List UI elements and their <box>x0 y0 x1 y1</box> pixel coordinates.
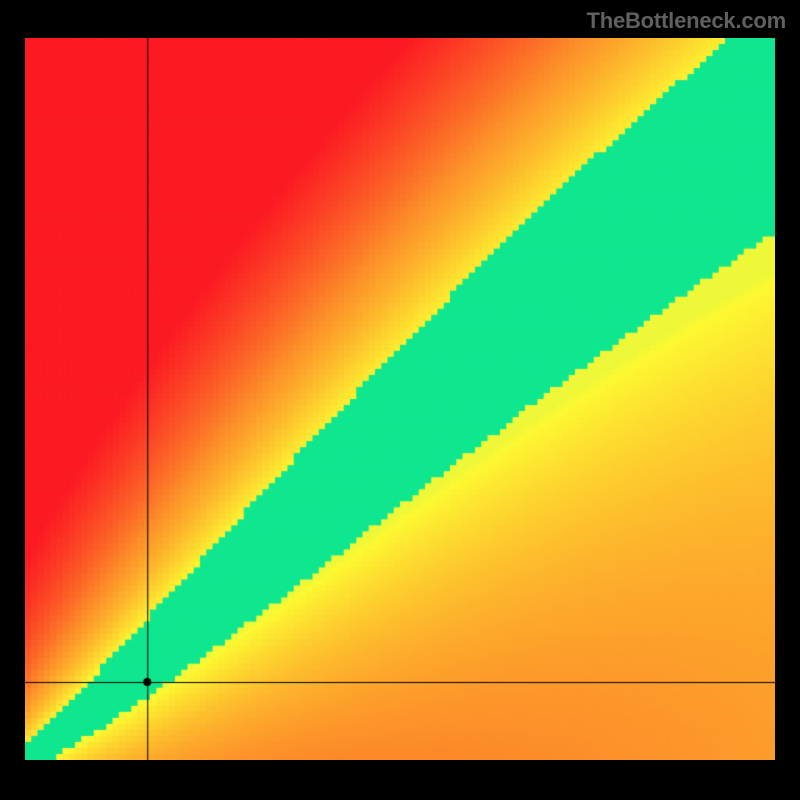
watermark-text: TheBottleneck.com <box>586 8 786 34</box>
heatmap-canvas <box>25 38 775 760</box>
heat-plot-container <box>25 38 775 760</box>
